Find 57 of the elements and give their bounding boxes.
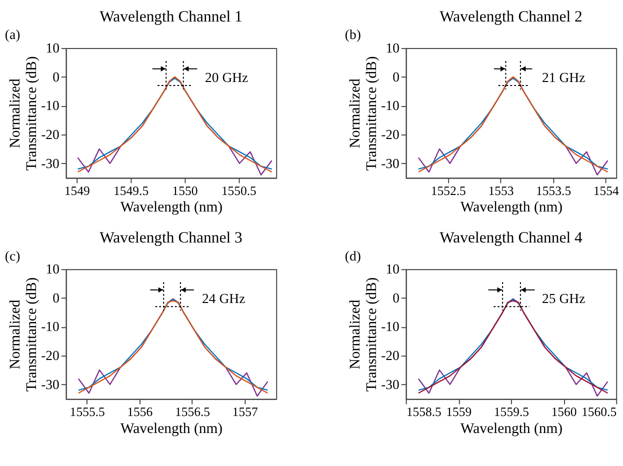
x-tick-label: 1555.5 xyxy=(70,405,105,420)
y-tick-label: 10 xyxy=(386,262,400,277)
x-tick-label: 1559.5 xyxy=(494,405,530,420)
text: (d) xyxy=(344,248,361,264)
x-tick-label: 1550.5 xyxy=(221,184,256,198)
x-tick-label: 1558.5 xyxy=(406,405,442,420)
y-axis-title: Normalized Transmittance (dB) xyxy=(7,56,40,171)
annotation: 21 GHz xyxy=(542,70,586,85)
chart-title: Wavelength Channel 4 xyxy=(440,230,583,247)
y-tick-label: -30 xyxy=(41,156,60,171)
y-tick-label: -10 xyxy=(41,319,60,334)
y-tick-label: -30 xyxy=(41,376,60,392)
y-tick-label: -10 xyxy=(381,319,400,334)
x-tick-label: 1553 xyxy=(488,184,514,198)
y-tick-label: 10 xyxy=(46,262,60,277)
y-axis-title: Normalized Transmittance (dB) xyxy=(347,277,380,392)
x-tick-label: 1549 xyxy=(64,184,90,198)
y-tick-label: -30 xyxy=(381,376,400,392)
annotation: 24 GHz xyxy=(202,290,246,306)
y-tick-label: 0 xyxy=(392,69,400,84)
y-tick-label: -20 xyxy=(41,348,60,364)
x-tick-label: 1557 xyxy=(232,405,258,420)
x-tick-label: 1556.5 xyxy=(174,405,210,420)
x-tick-label: 1549.5 xyxy=(113,184,149,198)
x-tick-label: 1554 xyxy=(593,184,620,198)
x-axis-title: Wavelength (nm) xyxy=(460,200,563,216)
annotation: 25 GHz xyxy=(542,290,586,306)
y-tick-label: -30 xyxy=(381,156,400,171)
y-tick-label: 10 xyxy=(46,40,60,56)
x-tick-label: 1550 xyxy=(172,184,198,198)
text: (b) xyxy=(344,27,361,42)
y-tick-label: 0 xyxy=(52,69,60,84)
x-tick-label: 1560 xyxy=(551,405,577,420)
y-tick-label: -10 xyxy=(41,98,60,114)
y-tick-label: 10 xyxy=(386,40,400,56)
y-axis-title: Normalized Transmittance (dB) xyxy=(7,277,40,392)
x-tick-label: 1559 xyxy=(446,405,472,420)
annotation: 20 GHz xyxy=(205,70,248,85)
y-tick-label: -20 xyxy=(381,126,400,142)
y-axis-title: Normalized Transmittance (dB) xyxy=(347,56,380,171)
y-tick-label: -10 xyxy=(381,98,400,114)
text: (a) xyxy=(4,27,20,42)
y-tick-label: 0 xyxy=(52,290,60,306)
x-axis-title: Wavelength (nm) xyxy=(460,420,563,437)
x-tick-label: 1552.5 xyxy=(430,184,466,198)
chart-title: Wavelength Channel 2 xyxy=(440,8,582,26)
chart-title: Wavelength Channel 1 xyxy=(100,8,242,26)
y-tick-label: -20 xyxy=(381,348,400,364)
x-axis-title: Wavelength (nm) xyxy=(120,200,223,216)
y-tick-label: -20 xyxy=(41,126,60,142)
y-tick-label: 0 xyxy=(392,290,400,306)
text: (c) xyxy=(4,248,20,264)
x-tick-label: 1553.5 xyxy=(536,184,572,198)
chart-title: Wavelength Channel 3 xyxy=(100,230,243,247)
x-tick-label: 1560.5 xyxy=(582,405,617,420)
x-tick-label: 1556 xyxy=(127,405,153,420)
x-axis-title: Wavelength (nm) xyxy=(120,420,223,437)
